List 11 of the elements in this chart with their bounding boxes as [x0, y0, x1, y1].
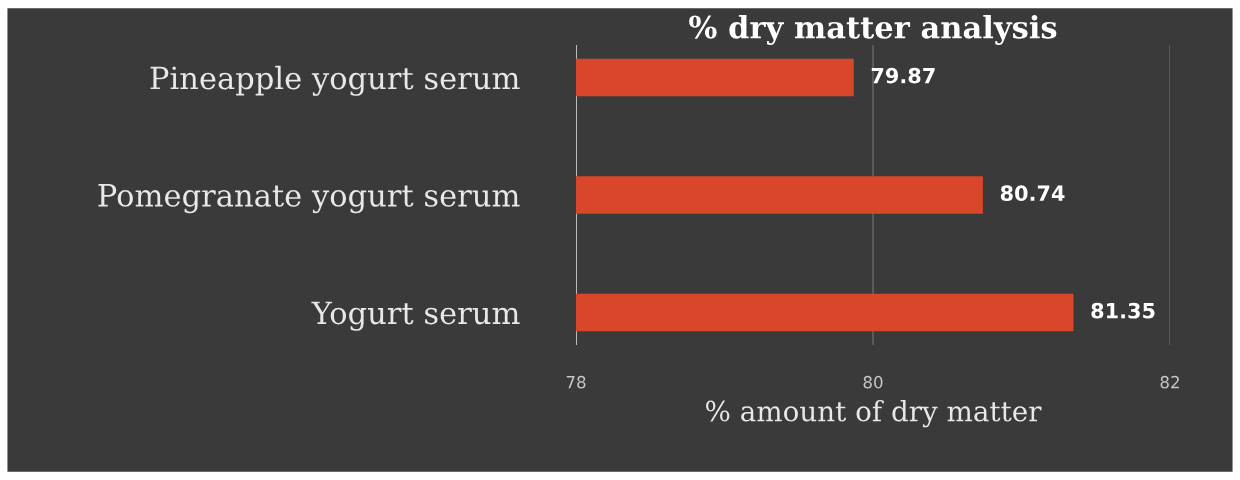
y-tick-label: Pineapple yogurt serum [150, 65, 520, 96]
chart-title: % dry matter analysis [689, 14, 1057, 45]
data-label: 79.87 [871, 67, 935, 84]
y-tick-label: Yogurt serum [311, 301, 520, 331]
x-tick-label: 78 [566, 375, 586, 389]
x-tick-label: 82 [1160, 375, 1179, 389]
y-tick-label: Pomegranate yogurt serum [98, 184, 520, 214]
x-tick-label: 80 [863, 375, 883, 389]
x-axis-title: % amount of dry matter [706, 400, 1042, 428]
data-label: 80.74 [1000, 185, 1065, 202]
data-label: 81.35 [1091, 302, 1155, 319]
